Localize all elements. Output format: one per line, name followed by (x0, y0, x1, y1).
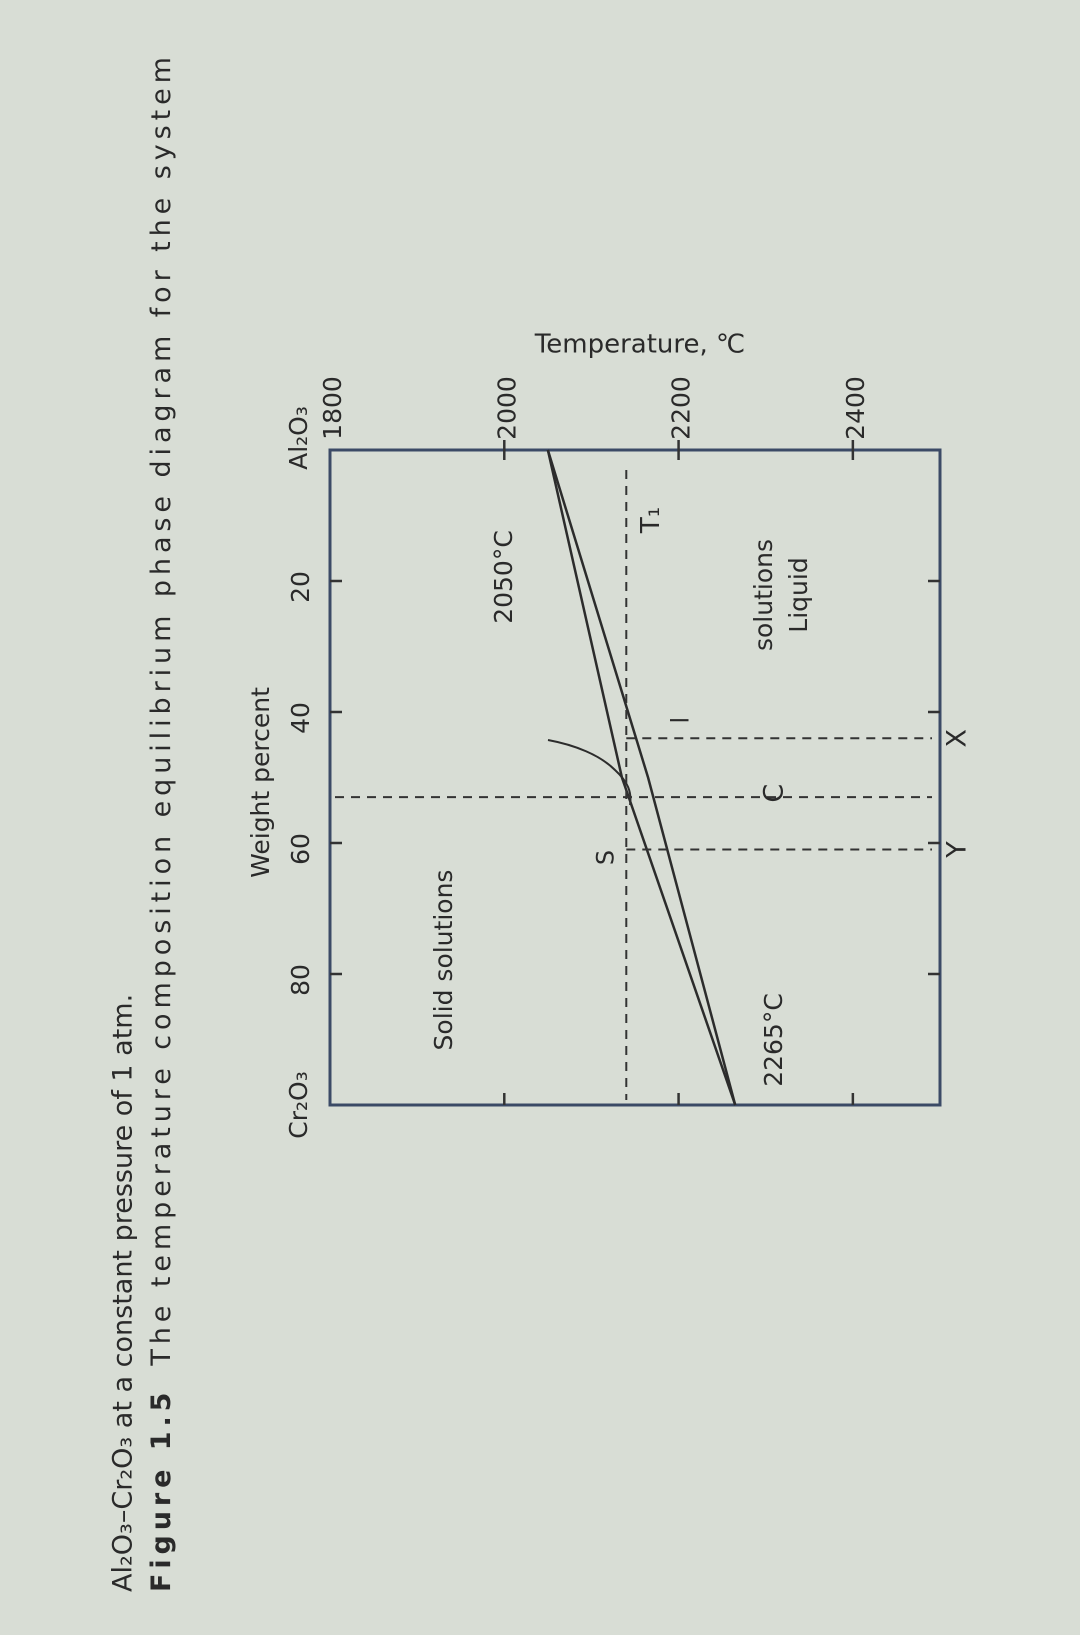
annotation: Solid solutions (429, 870, 458, 1051)
x-end-label: Al₂O₃ (284, 406, 313, 470)
phase-boundary (546, 449, 737, 1106)
caption-text: The temperature composition equilibrium … (146, 57, 177, 1367)
point-label: S (591, 850, 619, 865)
annotation: 2050°C (489, 530, 518, 624)
caption: Al₂O₃–Cr₂O₃ at a constant pressure of 1 … (108, 994, 139, 1592)
x-end-label: Cr₂O₃ (284, 1071, 313, 1138)
y-tick-label: 2200 (667, 376, 696, 440)
isotherm-label: T₁ (636, 507, 666, 534)
cooling-path (547, 739, 632, 806)
x-tick-label: 40 (286, 702, 315, 734)
point-label: l (666, 717, 694, 724)
annotation: Liquid (784, 557, 813, 632)
caption: Figure 1.5 The temperature composition eq… (146, 57, 177, 1592)
phase-boundary (546, 449, 737, 1106)
x-tick-label: 60 (286, 833, 315, 865)
isopleth-label: C (759, 784, 790, 803)
y-tick-label: 1800 (318, 376, 347, 440)
annotation: 2265°C (759, 993, 788, 1087)
annotation: solutions (749, 539, 778, 651)
y-tick-label: 2000 (492, 376, 521, 440)
plot-frame (328, 448, 942, 1107)
y-axis-label: Temperature, ℃ (534, 330, 745, 360)
isopleth-label: Y (942, 841, 973, 859)
isopleth-label: X (942, 729, 973, 748)
caption-label: Figure 1.5 (146, 1393, 177, 1592)
x-tick-label: 20 (286, 571, 315, 603)
y-tick-label: 2400 (841, 376, 870, 440)
x-axis-label: Weight percent (246, 687, 275, 878)
x-tick-label: 80 (286, 964, 315, 996)
